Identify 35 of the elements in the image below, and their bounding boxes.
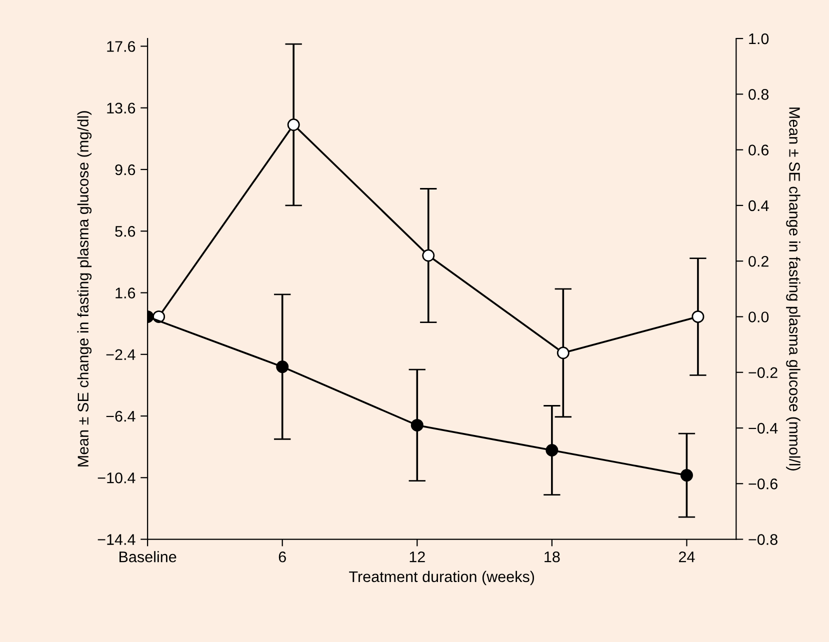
- point: [410, 418, 424, 432]
- point: [546, 444, 558, 457]
- y2-tick-label: 0.2: [748, 256, 768, 267]
- y2-tick-label: −0.8: [748, 534, 778, 545]
- x-tick-label: 24: [679, 551, 695, 562]
- y2-tick-label: 0.6: [748, 144, 769, 156]
- x-axis-title: Treatment duration (weeks): [349, 570, 534, 586]
- y2-tick-label: 1.0: [749, 33, 769, 44]
- y2-tick-label: 0.8: [748, 89, 769, 100]
- point: [422, 249, 435, 262]
- y-tick-label: 17.6: [107, 41, 136, 52]
- y-tick-label: 9.6: [115, 164, 136, 176]
- y2-tick-label: 0.4: [748, 200, 769, 212]
- y-tick-label: −2.4: [106, 349, 136, 360]
- x-tick-label: 18: [544, 551, 560, 562]
- y2-tick-label: 0.0: [748, 312, 769, 322]
- y-tick-label: −6.4: [106, 410, 136, 422]
- y2-tick-label: −0.6: [748, 478, 778, 490]
- point: [276, 360, 289, 374]
- y-tick-label: −14.4: [98, 534, 136, 545]
- point: [692, 310, 704, 323]
- y-tick-label: 13.6: [107, 102, 136, 114]
- x-tick-label: 12: [410, 551, 425, 562]
- y2-tick-label: −0.4: [748, 422, 778, 434]
- y2-tick-label: −0.2: [748, 367, 778, 378]
- y2-axis-title: Mean ± SE change in fasting plasma glucose (mmol/l): [786, 108, 800, 470]
- y-axis-title: Mean ± SE change in fasting plasma glucose (mg/dl): [77, 111, 92, 466]
- y-tick-label: 1.6: [116, 288, 136, 298]
- y-tick-label: −10.4: [98, 472, 136, 484]
- point: [680, 469, 693, 482]
- y-tick-label: 5.6: [115, 226, 136, 237]
- x-tick-label: 6: [278, 551, 286, 562]
- point: [287, 118, 300, 132]
- x-tick-label: Baseline: [120, 551, 176, 562]
- point: [556, 346, 570, 360]
